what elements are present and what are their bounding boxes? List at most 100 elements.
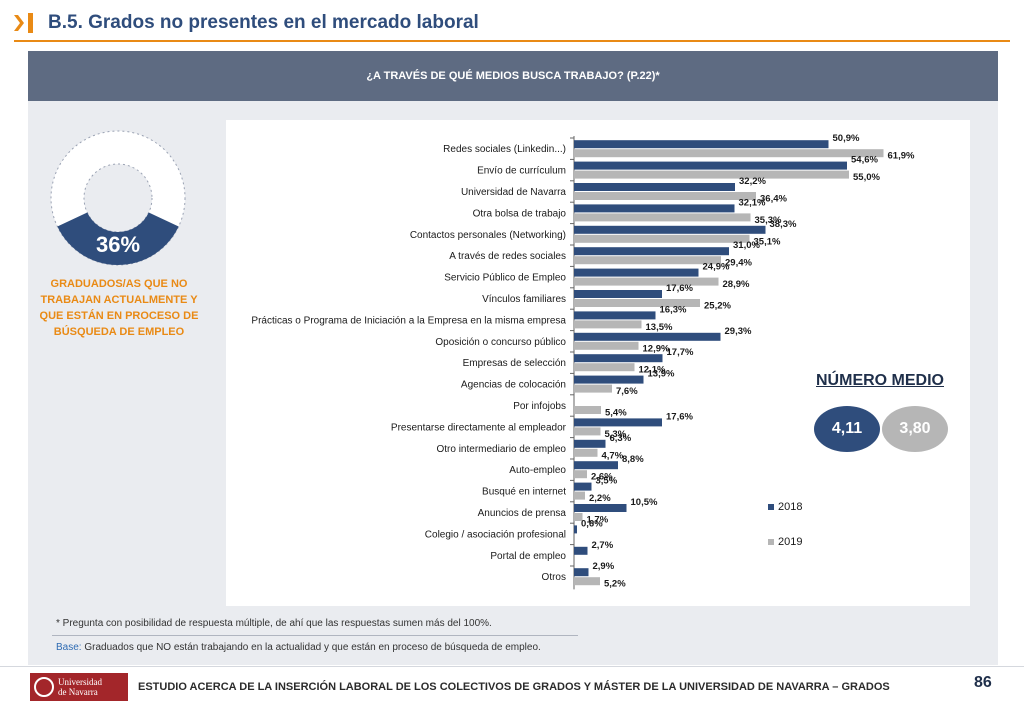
category-label: Prácticas o Programa de Iniciación a la … — [251, 315, 566, 326]
bar-2018 — [574, 525, 577, 534]
footer-divider — [0, 666, 1024, 667]
donut-percentage: 36% — [96, 232, 141, 257]
page-number: 86 — [974, 674, 992, 691]
bar-2019 — [574, 170, 849, 179]
data-label-2018: 38,3% — [770, 219, 797, 230]
bar-2018 — [574, 439, 606, 448]
bar-2019 — [574, 363, 635, 372]
legend-swatch-2018 — [768, 504, 774, 510]
category-label: Vínculos familiares — [482, 294, 566, 305]
bar-2018 — [574, 482, 592, 491]
question-banner: ¿A TRAVÉS DE QUÉ MEDIOS BUSCA TRABAJO? (… — [28, 51, 998, 101]
data-label-2019: 2,6% — [591, 472, 613, 483]
category-label: Otros — [542, 572, 566, 583]
bar-2019 — [574, 384, 612, 393]
bar-2018 — [574, 354, 663, 363]
seal-icon — [34, 677, 54, 697]
donut-outer-outline — [50, 130, 186, 266]
bar-chart: Redes sociales (Linkedin...) 50,9% 61,9% En… — [251, 133, 915, 590]
data-label-2018: 50,9% — [833, 133, 860, 144]
category-label: Busqué en internet — [482, 487, 566, 498]
data-label-2018: 13,9% — [648, 369, 675, 380]
bar-2019 — [574, 192, 756, 200]
bar-2018 — [574, 332, 721, 341]
data-label-2019: 2,2% — [589, 493, 611, 504]
category-label: Contactos personales (Networking) — [410, 230, 566, 241]
category-label: A través de redes sociales — [449, 251, 566, 262]
bar-2018 — [574, 140, 829, 149]
data-label-2019: 61,9% — [888, 151, 915, 162]
bar-2019 — [574, 277, 719, 286]
bar-2018 — [574, 568, 589, 577]
chevron-right-icon — [14, 12, 38, 34]
data-label-2019: 35,1% — [754, 236, 781, 247]
base-label: Base: — [56, 642, 82, 653]
numero-medio-2018: 4,11 — [814, 406, 880, 452]
bar-2019 — [574, 577, 600, 586]
data-label-2018: 2,9% — [593, 561, 615, 572]
bar-2018 — [574, 247, 729, 256]
data-label-2019: 29,4% — [725, 258, 752, 269]
category-label: Envío de currículum — [477, 166, 566, 177]
category-label: Universidad de Navarra — [461, 187, 566, 198]
data-label-2019: 36,4% — [760, 194, 787, 205]
data-label-2019: 5,2% — [604, 579, 626, 590]
page-title: B.5. Grados no presentes en el mercado l… — [48, 12, 479, 33]
donut-inner-outline — [83, 163, 153, 233]
bar-2018 — [574, 183, 735, 191]
category-label: Presentarse directamente al empleador — [391, 422, 567, 433]
category-label: Empresas de selección — [463, 358, 566, 369]
data-label-2018: 32,2% — [739, 176, 766, 187]
data-label-2019: 1,7% — [587, 515, 609, 526]
data-label-2018: 8,8% — [622, 454, 644, 465]
bar-2019 — [574, 491, 585, 500]
category-label: Agencias de colocación — [461, 380, 566, 391]
category-label: Colegio / asociación profesional — [425, 529, 566, 540]
bar-2019 — [574, 448, 598, 457]
data-label-2019: 35,3% — [755, 215, 782, 226]
data-label-2019: 28,9% — [723, 279, 750, 290]
data-label-2019: 5,4% — [605, 408, 627, 419]
university-logo: Universidad de Navarra — [30, 673, 128, 701]
bar-2018 — [574, 204, 735, 213]
data-label-2018: 17,6% — [666, 411, 693, 422]
bar-2018 — [574, 161, 847, 170]
bar-2019 — [574, 341, 639, 350]
data-label-2018: 24,9% — [703, 262, 730, 273]
category-label: Otra bolsa de trabajo — [473, 208, 567, 219]
footer-title: ESTUDIO ACERCA DE LA INSERCIÓN LABORAL D… — [138, 681, 890, 693]
data-label-2018: 2,7% — [592, 540, 614, 551]
legend-label-2019: 2019 — [778, 536, 802, 548]
data-label-2019: 12,9% — [643, 343, 670, 354]
category-label: Por infojobs — [513, 401, 566, 412]
base-note: Base: Graduados que NO están trabajando … — [56, 642, 541, 653]
donut-segment — [57, 212, 179, 265]
bar-chart-area: Redes sociales (Linkedin...) 50,9% 61,9% En… — [226, 120, 970, 606]
logo-line-1: Universidad — [58, 677, 102, 687]
bar-2019 — [574, 427, 601, 436]
data-label-2018: 3,5% — [596, 476, 618, 487]
data-label-2018: 6,3% — [610, 433, 632, 444]
data-label-2018: 29,3% — [725, 326, 752, 337]
bar-2018 — [574, 311, 656, 320]
bar-2018 — [574, 546, 588, 555]
data-label-2019: 4,7% — [602, 450, 624, 461]
legend-swatch-2019 — [768, 539, 774, 545]
data-label-2019: 55,0% — [853, 172, 880, 183]
bar-2019 — [574, 213, 751, 222]
data-label-2019: 12,1% — [639, 365, 666, 376]
bar-2019 — [574, 234, 750, 243]
bar-2018 — [574, 461, 618, 470]
numero-medio-title: NÚMERO MEDIO — [816, 372, 944, 389]
data-label-2018: 17,7% — [667, 347, 694, 358]
logo-line-2: de Navarra — [58, 687, 98, 697]
category-label: Oposición o concurso público — [435, 337, 566, 348]
category-label: Auto-empleo — [509, 465, 566, 476]
legend-label-2018: 2018 — [778, 501, 802, 513]
numero-medio-2019: 3,80 — [882, 406, 948, 452]
bar-2018 — [574, 225, 766, 234]
bar-2019 — [574, 470, 587, 479]
bar-2018 — [574, 504, 627, 512]
footnote: * Pregunta con posibilidad de respuesta … — [56, 618, 492, 629]
data-label-2018: 32,1% — [739, 197, 766, 208]
